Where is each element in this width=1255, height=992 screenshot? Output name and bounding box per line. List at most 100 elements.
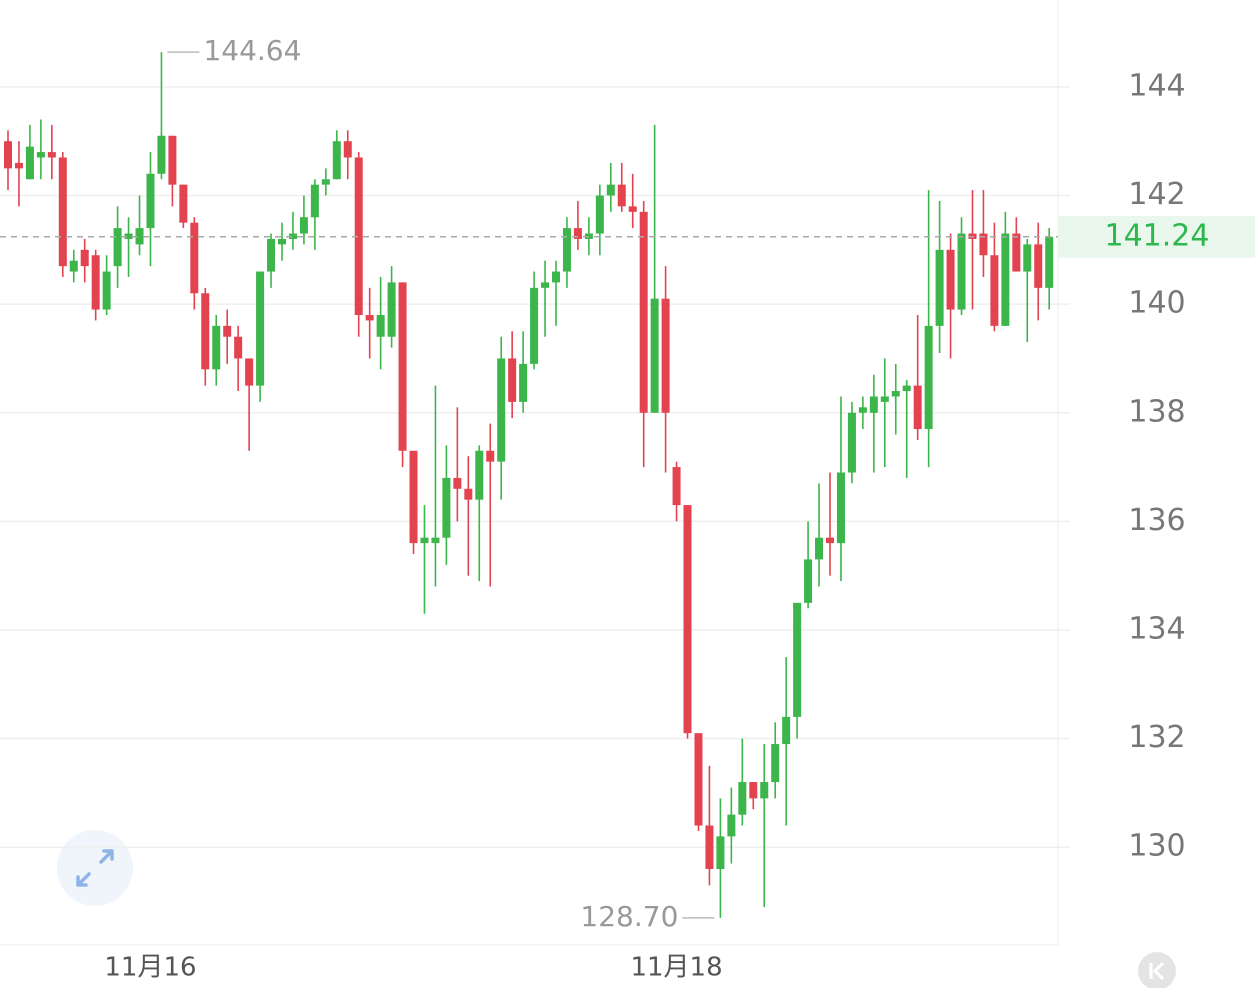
candle-body	[749, 782, 758, 799]
candle-body	[168, 135, 177, 185]
candle-body	[420, 537, 429, 544]
candle-body	[672, 467, 681, 506]
candle-body	[201, 293, 210, 370]
candle-body	[354, 157, 363, 315]
candle-body	[924, 325, 933, 430]
candle-body	[310, 184, 319, 218]
candle-body	[179, 184, 188, 223]
k-button[interactable]	[1138, 952, 1176, 990]
candle-body	[157, 135, 166, 174]
candle-body	[245, 358, 254, 386]
max-label: 144.64	[203, 34, 301, 67]
candle-body	[858, 407, 867, 413]
y-tick-label: 138	[1128, 394, 1185, 429]
candle-body	[146, 173, 155, 229]
candle-body	[497, 358, 506, 462]
candle-body	[519, 363, 528, 402]
candle-body	[957, 233, 966, 310]
candle-body	[562, 228, 571, 272]
candle-body	[135, 228, 144, 245]
candle-body	[113, 228, 122, 267]
y-tick-label: 134	[1128, 612, 1185, 647]
candle-body	[793, 602, 802, 717]
candle-body	[902, 385, 911, 392]
candle-body	[223, 325, 232, 337]
candle-body	[299, 217, 308, 234]
candle-body	[694, 733, 703, 826]
candle-body	[1023, 244, 1032, 272]
y-tick-label: 132	[1128, 720, 1185, 755]
candle-body	[453, 477, 462, 489]
candle-body	[760, 782, 769, 799]
y-tick-label: 142	[1128, 177, 1185, 212]
candle-body	[1034, 244, 1043, 288]
candle-body	[880, 396, 889, 402]
candle-body	[716, 836, 725, 869]
candle-body	[69, 260, 78, 272]
candle-body	[573, 228, 582, 239]
candle-body	[639, 211, 648, 413]
candle-body	[278, 238, 286, 245]
candle-body	[990, 255, 999, 326]
candle-body	[738, 782, 747, 815]
candle-body	[36, 152, 45, 158]
candle-body	[102, 271, 111, 310]
candle-body	[409, 450, 418, 544]
candle-body	[869, 396, 878, 413]
candle-body	[431, 537, 440, 544]
candle-body	[661, 298, 670, 413]
candle-body	[552, 271, 560, 283]
candle-body	[979, 233, 988, 256]
candle-body	[234, 336, 243, 359]
candle-body	[387, 282, 396, 337]
candle-body	[321, 179, 330, 185]
candle-body	[398, 282, 407, 451]
candle-body	[836, 472, 845, 544]
candle-body	[1045, 236, 1054, 288]
candle-body	[4, 141, 12, 169]
candle-body	[47, 152, 56, 158]
y-tick-label: 144	[1128, 68, 1185, 103]
last-price-label: 141.24	[1105, 218, 1210, 253]
candle-body	[212, 325, 221, 370]
candle-body	[935, 249, 944, 326]
candle-body	[530, 287, 539, 364]
candle-body	[771, 744, 780, 783]
expand-button[interactable]	[57, 830, 133, 906]
candle-body	[442, 477, 451, 538]
candle-body	[365, 315, 374, 321]
candle-body	[782, 716, 791, 745]
candle-body	[541, 282, 550, 288]
y-tick-label: 136	[1128, 503, 1185, 538]
candle-body	[190, 222, 199, 294]
candle-body	[256, 271, 265, 386]
candle-body	[80, 249, 89, 267]
candle-body	[288, 233, 297, 239]
candle-body	[376, 315, 385, 337]
candle-body	[332, 141, 341, 180]
candle-body	[1001, 233, 1010, 326]
candle-body	[25, 146, 34, 180]
candle-body	[91, 255, 100, 310]
candle-body	[267, 238, 276, 272]
candle-body	[804, 559, 813, 603]
candle-body	[628, 206, 637, 212]
candle-body	[683, 505, 692, 734]
candle-body	[650, 298, 659, 413]
candle-body	[815, 537, 824, 560]
candle-body	[1012, 233, 1021, 272]
candle-body	[475, 450, 484, 500]
candle-body	[705, 825, 714, 869]
candle-body	[124, 233, 133, 239]
candle-body	[913, 385, 922, 430]
candle-body	[727, 814, 736, 837]
candle-body	[606, 184, 615, 196]
last-price-bg	[1058, 215, 1255, 258]
x-tick-label: 11月18	[630, 953, 722, 983]
x-tick-label: 11月16	[104, 953, 196, 983]
candle-body	[617, 184, 626, 207]
candle-body	[14, 162, 23, 169]
candle-body	[464, 488, 473, 500]
min-label: 128.70	[580, 900, 678, 933]
